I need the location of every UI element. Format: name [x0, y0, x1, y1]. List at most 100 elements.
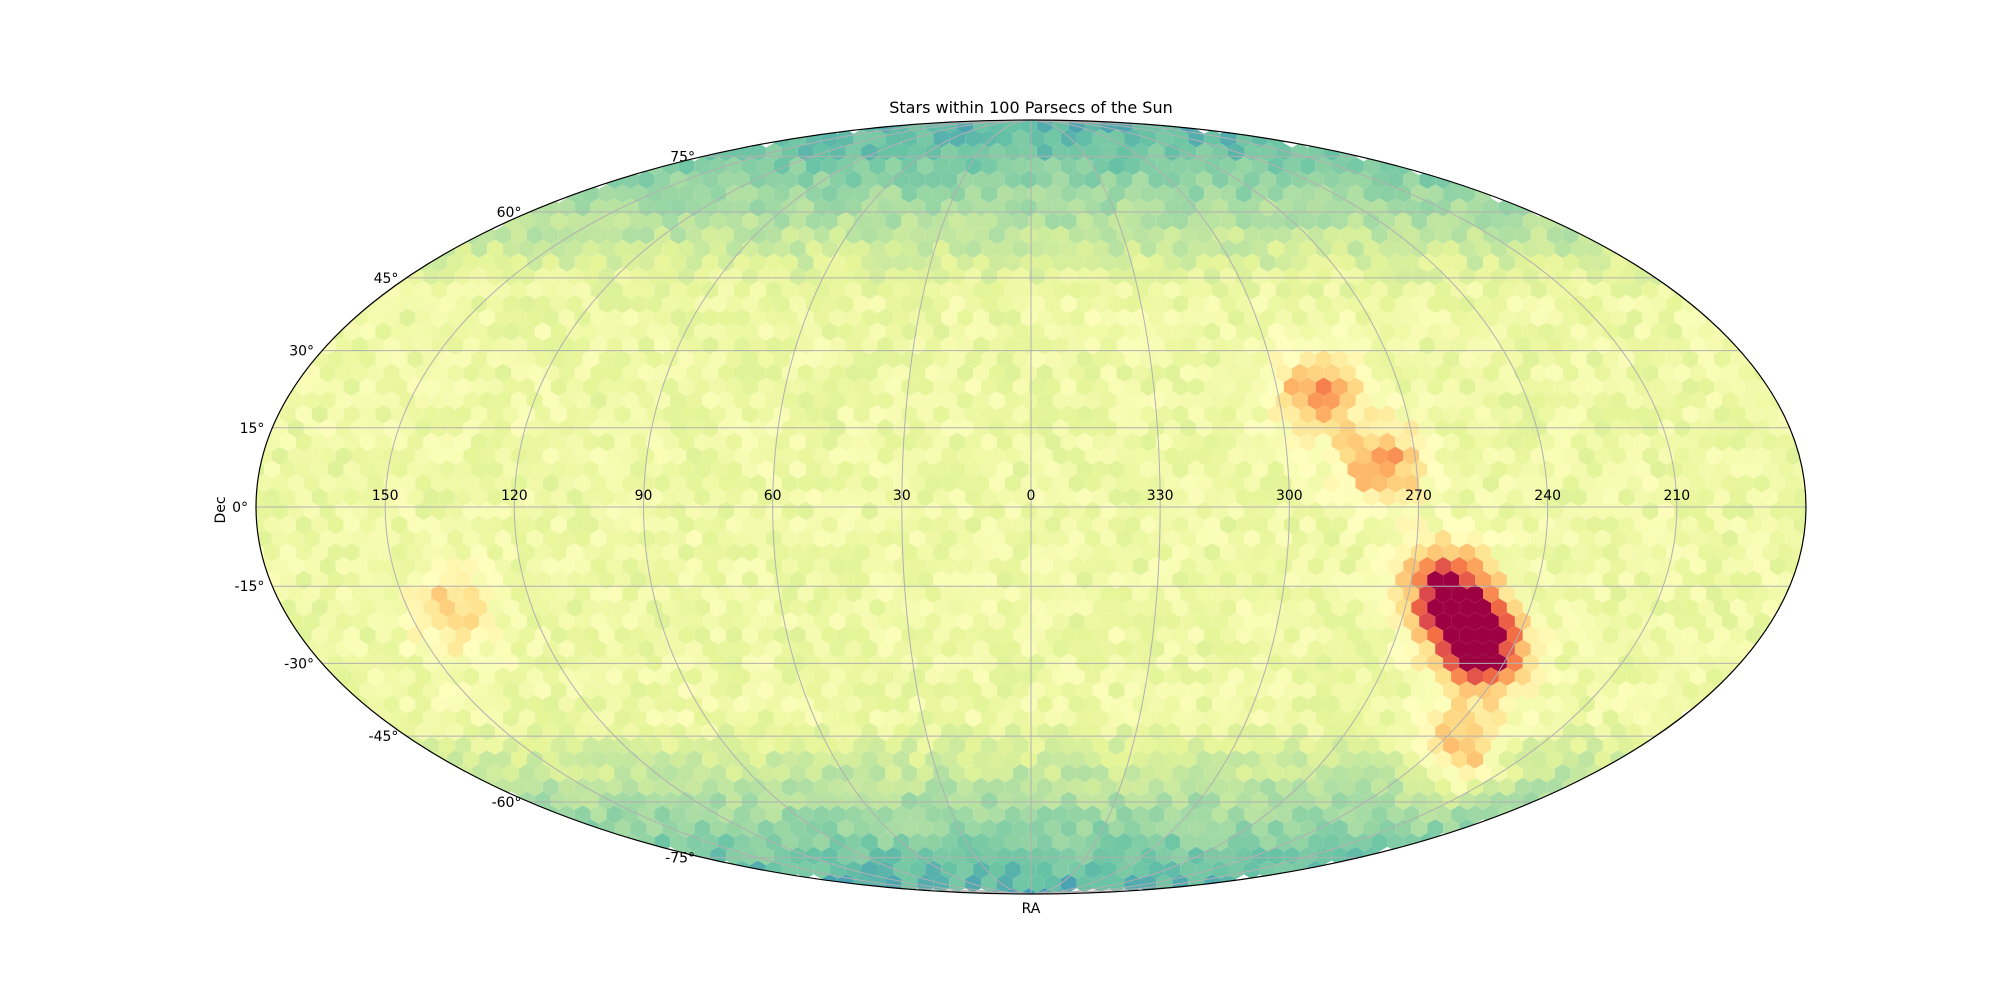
hexbin-cell: [654, 170, 671, 189]
hexbin-cell: [1116, 557, 1133, 576]
hexbin-cell: [1331, 405, 1348, 424]
hexbin-cell: [471, 405, 488, 424]
hexbin-cell: [1427, 598, 1444, 617]
hexbin-cell: [1698, 598, 1714, 617]
hexbin-cell: [1331, 598, 1348, 617]
hexbin-cell: [885, 350, 902, 369]
hexbin-cell: [837, 350, 854, 369]
hexbin-cell: [566, 432, 583, 452]
hexbin-cell: [1522, 488, 1539, 507]
hexbin-cell: [1068, 860, 1085, 879]
hexbin-cell: [933, 543, 950, 562]
hexbin-cell: [606, 695, 623, 714]
hexbin-cell: [909, 391, 926, 410]
hexbin-cell: [710, 791, 727, 810]
hexbin-cell: [662, 294, 679, 314]
hexbin-cell: [1236, 377, 1252, 396]
hexbin-cell: [1315, 626, 1332, 645]
hexbin-cell: [1028, 626, 1045, 645]
hexbin-cell: [256, 515, 264, 534]
hexbin-cell: [1092, 681, 1109, 700]
ra-tick-label: 0: [1027, 488, 1036, 504]
hexbin-cell: [1745, 405, 1762, 424]
hexbin-cell: [1339, 225, 1356, 245]
hexbin-cell: [1666, 543, 1683, 562]
hexbin-cell: [1745, 598, 1762, 617]
hexbin-cell: [1196, 750, 1213, 769]
hexbin-cell: [1068, 281, 1085, 300]
hexbin-cell: [1228, 777, 1244, 797]
hexbin-cell: [1554, 350, 1571, 369]
hexbin-cell: [654, 612, 671, 631]
hexbin-cell: [678, 515, 695, 534]
hexbin-cell: [1188, 212, 1205, 231]
hexbin-cell: [949, 598, 966, 617]
hexbin-cell: [1722, 612, 1738, 631]
hexbin-cell: [829, 612, 846, 631]
hexbin-cell: [1044, 570, 1061, 590]
hexbin-cell: [1498, 363, 1515, 383]
hexbin-cell: [1387, 639, 1404, 659]
hexbin-cell: [1538, 322, 1555, 341]
hexbin-cell: [1156, 460, 1173, 479]
hexbin-cell: [1108, 681, 1125, 700]
hexbin-cell: [1323, 529, 1340, 548]
hexbin-cell: [797, 170, 814, 189]
hexbin-cell: [582, 460, 599, 479]
hexbin-cell: [1259, 667, 1276, 686]
hexbin-cell: [1347, 681, 1364, 700]
hexbin-cell: [295, 598, 312, 617]
hexbin-cell: [1196, 501, 1213, 521]
hexbin-cell: [1658, 336, 1675, 355]
hexbin-cell: [694, 405, 711, 424]
hexbin-cell: [1100, 695, 1117, 714]
hexbin-cell: [1244, 391, 1260, 410]
hexbin-cell: [1618, 681, 1635, 700]
hexbin-cell: [1690, 391, 1707, 410]
hexbin-cell: [1244, 281, 1260, 300]
hexbin-cell: [1291, 446, 1308, 465]
hexbin-cell: [789, 653, 806, 672]
hexbin-cell: [1331, 460, 1348, 479]
hexbin-cell: [909, 805, 926, 824]
hexbin-cell: [1028, 846, 1045, 866]
hexbin-cell: [1100, 750, 1117, 769]
hexbin-cell: [1451, 777, 1467, 797]
hexbin-cell: [757, 212, 774, 231]
hexbin-cell: [781, 501, 798, 521]
hexbin-cell: [590, 308, 607, 327]
hexbin-cell: [726, 212, 742, 231]
hexbin-cell: [1267, 294, 1284, 314]
hexbin-cell: [582, 377, 599, 396]
hexbin-cell: [590, 225, 607, 245]
hexbin-cell: [1092, 653, 1109, 672]
hexbin-cell: [710, 708, 727, 728]
hexbin-cell: [1140, 460, 1157, 479]
hexbin-cell: [630, 626, 647, 645]
hexbin-cell: [805, 653, 822, 672]
hexbin-cell: [1236, 488, 1252, 507]
hexbin-cell: [1188, 570, 1205, 590]
hexbin-cell: [734, 612, 750, 631]
hexbin-cell: [1291, 501, 1308, 521]
hexbin-cell: [319, 557, 336, 576]
hexbin-cell: [1522, 460, 1539, 479]
hexbin-cell: [1642, 308, 1659, 327]
hexbin-cell: [534, 405, 551, 424]
hexbin-cell: [1180, 253, 1197, 272]
hexbin-cell: [861, 860, 878, 879]
hexbin-cell: [710, 377, 727, 396]
hexbin-cell: [1586, 488, 1603, 507]
hexbin-cell: [1722, 584, 1738, 603]
hexbin-cell: [1036, 805, 1053, 824]
hexbin-cell: [662, 212, 679, 231]
hexbin-cell: [646, 488, 663, 507]
hexbin-cell: [383, 308, 400, 327]
hexbin-cell: [1244, 170, 1260, 189]
hexbin-cell: [1020, 446, 1037, 465]
hexbin-cell: [351, 336, 368, 355]
hexbin-cell: [765, 501, 782, 521]
hexbin-cell: [622, 667, 639, 686]
hexbin-cell: [1578, 281, 1595, 300]
hexbin-cell: [1148, 695, 1165, 714]
